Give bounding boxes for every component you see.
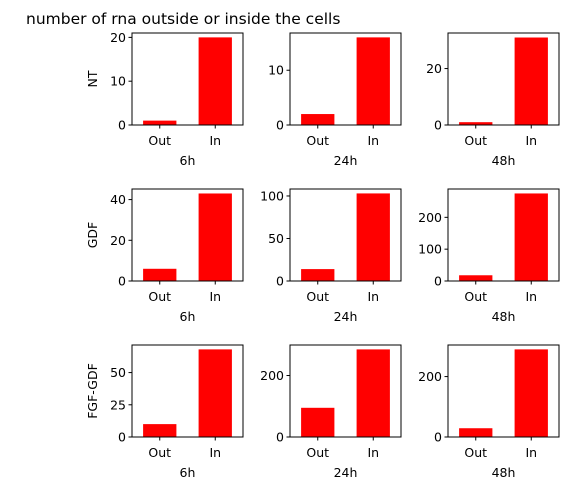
y-tick-label: 0 bbox=[276, 118, 284, 133]
subplot-3-1: 0 25 50 Out In 6h FGF-GDF bbox=[85, 344, 244, 480]
x-axis-label: 6h bbox=[180, 309, 196, 324]
x-axis-label: 48h bbox=[492, 309, 516, 324]
figure-title: number of rna outside or inside the cell… bbox=[26, 10, 340, 28]
bar-out bbox=[459, 428, 493, 437]
y-tick-label: 50 bbox=[110, 365, 126, 380]
y-axis-label: GDF bbox=[85, 222, 100, 249]
bar-out bbox=[459, 275, 493, 281]
y-tick-label: 20 bbox=[110, 233, 126, 248]
y-tick-label: 10 bbox=[268, 63, 284, 78]
y-tick-label: 0 bbox=[434, 118, 442, 133]
axes-frame bbox=[131, 32, 244, 126]
y-axis-label: FGF-GDF bbox=[85, 363, 100, 419]
x-axis-label: 24h bbox=[334, 309, 358, 324]
y-tick-label: 100 bbox=[260, 188, 284, 203]
x-axis-label: 24h bbox=[334, 465, 358, 480]
bar-out bbox=[301, 114, 335, 125]
subplot-2-2: 0 50 100 Out In 24h bbox=[260, 188, 402, 324]
y-tick-label: 200 bbox=[418, 210, 442, 225]
y-tick-label: 0 bbox=[276, 430, 284, 445]
axes-frame bbox=[289, 188, 402, 282]
subplot-1-2: 0 10 Out In 24h bbox=[268, 32, 402, 168]
x-tick-label: Out bbox=[464, 445, 487, 460]
x-tick-label: Out bbox=[306, 289, 329, 304]
axes-frame bbox=[289, 344, 402, 438]
x-tick-label: Out bbox=[148, 133, 171, 148]
axes-frame bbox=[447, 32, 560, 126]
y-tick-label: 10 bbox=[110, 74, 126, 89]
x-tick-label: In bbox=[209, 445, 221, 460]
x-axis-label: 48h bbox=[492, 153, 516, 168]
x-tick-label: Out bbox=[306, 445, 329, 460]
y-tick-label: 20 bbox=[426, 61, 442, 76]
x-tick-label: In bbox=[367, 289, 379, 304]
bar-out bbox=[459, 122, 493, 125]
x-tick-label: Out bbox=[464, 133, 487, 148]
y-tick-label: 0 bbox=[118, 274, 126, 289]
x-axis-label: 6h bbox=[180, 153, 196, 168]
subplot-1-3: 0 20 Out In 48h bbox=[426, 32, 560, 168]
subplot-1-1: 0 10 20 Out In 6h NT bbox=[85, 30, 244, 168]
axes-frame bbox=[447, 344, 560, 438]
x-tick-label: In bbox=[525, 133, 537, 148]
subplot-3-2: 0 200 Out In 24h bbox=[260, 344, 402, 480]
y-axis-label: NT bbox=[85, 70, 100, 87]
x-tick-label: Out bbox=[148, 445, 171, 460]
y-tick-label: 0 bbox=[434, 274, 442, 289]
y-tick-label: 0 bbox=[118, 118, 126, 133]
y-tick-label: 0 bbox=[118, 430, 126, 445]
x-tick-label: Out bbox=[148, 289, 171, 304]
x-tick-label: In bbox=[525, 445, 537, 460]
axes-frame bbox=[289, 32, 402, 126]
bar-in bbox=[198, 37, 232, 125]
x-axis-label: 24h bbox=[334, 153, 358, 168]
subplot-2-3: 0 100 200 Out In 48h bbox=[418, 188, 560, 324]
y-tick-label: 200 bbox=[260, 368, 284, 383]
axes-frame bbox=[131, 188, 244, 282]
bar-in bbox=[514, 193, 548, 281]
x-tick-label: In bbox=[367, 133, 379, 148]
y-tick-label: 100 bbox=[418, 242, 442, 257]
bar-out bbox=[301, 407, 335, 437]
bar-out bbox=[143, 424, 177, 437]
bar-out bbox=[143, 268, 177, 281]
y-tick-label: 0 bbox=[276, 274, 284, 289]
y-tick-label: 0 bbox=[434, 430, 442, 445]
x-axis-label: 6h bbox=[180, 465, 196, 480]
y-tick-label: 50 bbox=[268, 231, 284, 246]
x-tick-label: Out bbox=[306, 133, 329, 148]
bar-in bbox=[514, 37, 548, 126]
x-tick-label: In bbox=[209, 133, 221, 148]
y-tick-label: 200 bbox=[418, 369, 442, 384]
x-tick-label: In bbox=[367, 445, 379, 460]
subplot-2-1: 0 20 40 Out In 6h GDF bbox=[85, 188, 244, 324]
x-axis-label: 48h bbox=[492, 465, 516, 480]
bar-in bbox=[356, 349, 390, 437]
bar-out bbox=[301, 269, 335, 281]
axes-frame bbox=[131, 344, 244, 438]
y-tick-label: 25 bbox=[110, 397, 126, 412]
axes-frame bbox=[447, 188, 560, 282]
bar-in bbox=[198, 193, 232, 281]
bar-in bbox=[198, 349, 232, 437]
x-tick-label: In bbox=[525, 289, 537, 304]
bar-in bbox=[514, 349, 548, 437]
bar-in bbox=[356, 37, 390, 125]
bar-out bbox=[143, 120, 177, 125]
y-tick-label: 40 bbox=[110, 192, 126, 207]
x-tick-label: Out bbox=[464, 289, 487, 304]
subplot-grid: 0 10 20 Out In 6h NT 0 10 Out In 24h 0 20 Out In 48h 0 20 4… bbox=[85, 30, 560, 480]
bar-in bbox=[356, 193, 390, 281]
subplot-3-3: 0 200 Out In 48h bbox=[418, 344, 560, 480]
y-tick-label: 20 bbox=[110, 30, 126, 45]
x-tick-label: In bbox=[209, 289, 221, 304]
